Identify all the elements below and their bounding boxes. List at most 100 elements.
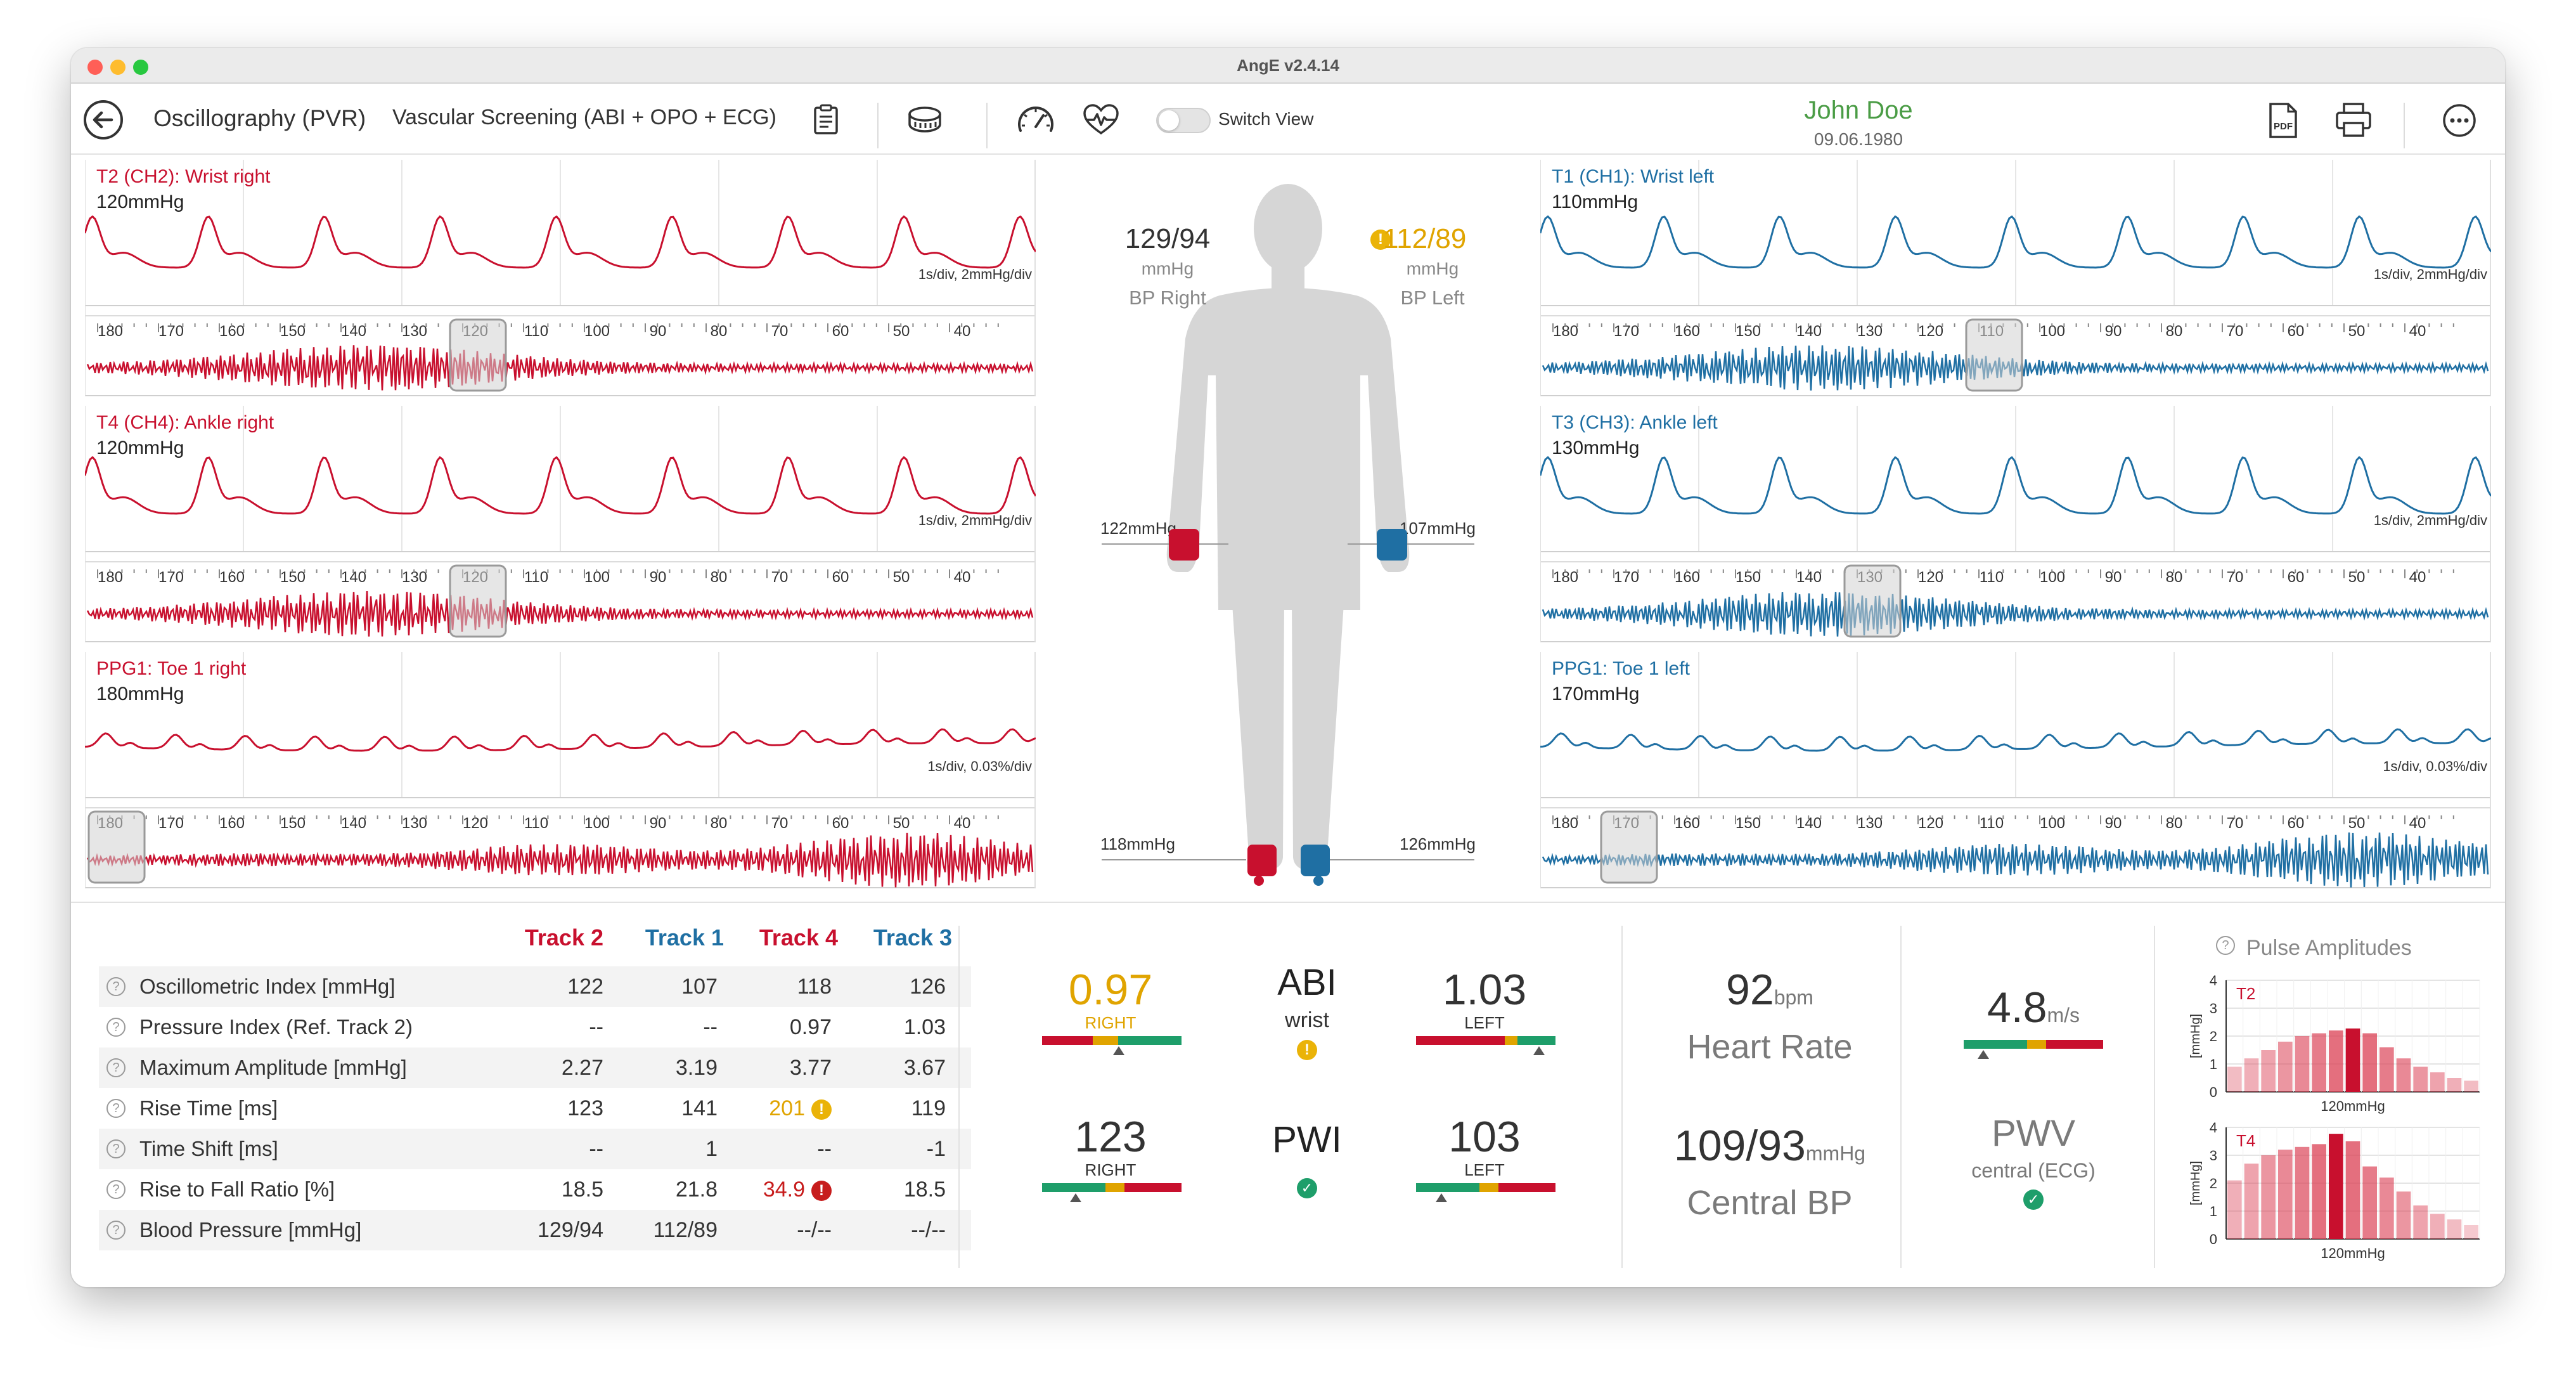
pwi-left-label: LEFT <box>1464 1160 1505 1179</box>
abi-left-pointer <box>1533 1046 1545 1055</box>
amplitude-bar <box>2430 1214 2445 1239</box>
help-icon[interactable]: ? <box>106 1180 126 1199</box>
mode-title[interactable]: Oscillography (PVR) <box>153 105 366 131</box>
protocol-title[interactable]: Vascular Screening (ABI + OPO + ECG) <box>392 105 776 129</box>
cell-value: 119 <box>911 1096 946 1120</box>
amplitude-bar <box>2261 1050 2276 1092</box>
cuff-ankle-right[interactable] <box>1247 845 1277 876</box>
cuff-ankle-left[interactable] <box>1301 845 1330 876</box>
amplitude-bar <box>2430 1072 2445 1092</box>
cuff-wrist-right[interactable] <box>1169 529 1199 561</box>
minimize-window-button[interactable] <box>110 60 126 75</box>
pwv-gauge <box>1964 1040 2103 1049</box>
error-icon: ! <box>811 1181 832 1202</box>
amplitude-bar <box>2261 1155 2276 1239</box>
amplitude-bar <box>2464 1080 2478 1092</box>
help-icon[interactable]: ? <box>106 1018 126 1037</box>
body-figure-icon <box>1102 184 1474 886</box>
pwi-left-value: 103 <box>1448 1113 1521 1161</box>
cell-value: -- <box>589 1137 603 1161</box>
wrist-right-pressure: 122mmHg <box>1100 519 1176 538</box>
heart-rate-label: Heart Rate <box>1687 1028 1853 1066</box>
cell-value: 123 <box>567 1096 603 1120</box>
panel-pressure: 180mmHg <box>96 684 184 704</box>
row-label: Rise Time [ms] <box>139 1096 278 1120</box>
header-track1: Track 1 <box>645 924 724 950</box>
ankle-right-pressure: 118mmHg <box>1100 834 1176 853</box>
header-track4: Track 4 <box>759 924 838 950</box>
svg-text:4: 4 <box>2210 1120 2217 1136</box>
panel-title: PPG1: Toe 1 left <box>1552 658 1690 679</box>
amplitude-bar <box>2396 1191 2411 1239</box>
section-divider <box>1900 926 1902 1268</box>
svg-text:T2: T2 <box>2236 984 2255 1003</box>
pdf-icon[interactable]: PDF <box>2267 101 2300 139</box>
more-icon[interactable] <box>2440 101 2478 139</box>
speedometer-icon[interactable] <box>1015 101 1056 138</box>
waveform-ankle-left[interactable]: 180170160150140130120110100908070605040 <box>1539 406 2492 645</box>
help-icon[interactable]: ? <box>2216 936 2235 955</box>
panel-pressure: 130mmHg <box>1552 438 1640 458</box>
clipboard-icon[interactable] <box>809 103 843 137</box>
cell-value: -- <box>817 1137 832 1161</box>
cuff-wrist-left[interactable] <box>1377 529 1407 561</box>
panel-title: T3 (CH3): Ankle left <box>1552 412 1718 433</box>
amplitude-bar <box>2345 1141 2360 1239</box>
panel-title: PPG1: Toe 1 right <box>96 658 247 679</box>
cell-value: 18.5 <box>561 1177 603 1202</box>
panel-wrist-left: 180170160150140130120110100908070605040 … <box>1539 160 2492 399</box>
pulse-amplitudes-title: Pulse Amplitudes <box>2246 936 2412 960</box>
amplitude-bar <box>2295 1146 2310 1239</box>
panel-wrist-right: 180170160150140130120110100908070605040 … <box>84 160 1037 399</box>
amplitude-bar <box>2345 1028 2360 1092</box>
waveform-ankle-right[interactable]: 180170160150140130120110100908070605040 <box>84 406 1037 645</box>
back-arrow-icon[interactable] <box>81 98 126 142</box>
amplitude-bar <box>2362 1166 2377 1239</box>
print-icon[interactable] <box>2334 101 2373 138</box>
waveform-toe-left[interactable]: 180170160150140130120110100908070605040 <box>1540 652 2492 891</box>
svg-text:1: 1 <box>2210 1203 2217 1219</box>
pwi-title: PWI <box>1272 1119 1342 1160</box>
panel-ankle-right: 180170160150140130120110100908070605040 … <box>84 406 1037 645</box>
amplitude-bar <box>2396 1058 2411 1092</box>
help-icon[interactable]: ? <box>106 1058 126 1077</box>
help-icon[interactable]: ? <box>106 1139 126 1158</box>
zoom-window-button[interactable] <box>133 60 148 75</box>
svg-text:0: 0 <box>2210 1084 2217 1100</box>
pwi-left-gauge <box>1416 1183 1555 1192</box>
pwi-left-pointer <box>1435 1193 1447 1202</box>
toolbar-divider <box>986 103 988 148</box>
help-icon[interactable]: ? <box>106 1099 126 1118</box>
waveform-wrist-right[interactable]: 180170160150140130120110100908070605040 <box>84 160 1037 399</box>
warning-icon: ! <box>811 1099 832 1120</box>
amplitude-bar <box>2380 1177 2394 1239</box>
panel-scale: 1s/div, 2mmHg/div <box>918 266 1032 282</box>
heart-pulse-icon[interactable] <box>1081 103 1121 137</box>
help-icon[interactable]: ? <box>106 1221 126 1240</box>
svg-text:2: 2 <box>2210 1176 2217 1191</box>
pwv-label: PWV <box>1991 1113 2076 1154</box>
cell-value: 118 <box>797 975 832 999</box>
switch-view-toggle[interactable] <box>1156 108 1211 133</box>
cuff-icon[interactable] <box>906 103 943 137</box>
close-window-button[interactable] <box>87 60 103 75</box>
pwi-right-label: RIGHT <box>1085 1160 1137 1179</box>
waveform-wrist-left[interactable]: 180170160150140130120110100908070605040 <box>1539 160 2492 399</box>
abi-subtitle: wrist <box>1285 1008 1329 1032</box>
help-icon[interactable]: ? <box>106 977 126 996</box>
cell-value: 141 <box>681 1096 718 1120</box>
cell-value: 122 <box>567 975 603 999</box>
pwi-right-value: 123 <box>1074 1113 1147 1161</box>
central-bp-label: Central BP <box>1687 1184 1853 1222</box>
body-overview: 129/94 mmHg BP Right ! 112/89 mmHg BP Le… <box>1060 160 1516 895</box>
panel-toe-left: 180170160150140130120110100908070605040 … <box>1540 652 2492 891</box>
row-label: Oscillometric Index [mmHg] <box>139 975 396 998</box>
waveform-toe-right[interactable]: 180170160150140130120110100908070605040 <box>84 652 1036 891</box>
table-row: ? Blood Pressure [mmHg] 129/94 112/89 --… <box>99 1210 971 1250</box>
warning-icon: ! <box>1370 230 1391 250</box>
amplitude-bar <box>2312 1033 2326 1092</box>
cell-value: 3.77 <box>789 1056 832 1080</box>
panel-pressure: 170mmHg <box>1552 684 1640 704</box>
amplitude-bar <box>2447 1219 2462 1239</box>
abi-title: ABI <box>1277 962 1337 1003</box>
